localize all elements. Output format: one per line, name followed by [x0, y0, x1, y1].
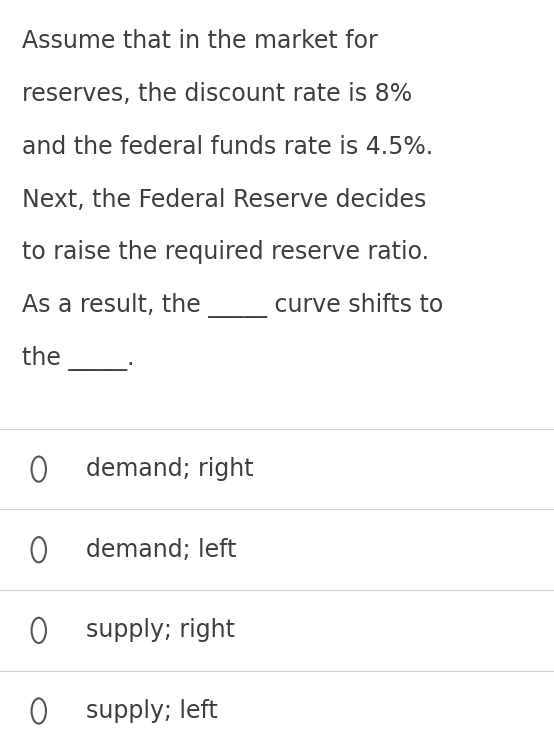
Text: supply; left: supply; left: [86, 699, 218, 723]
Text: reserves, the discount rate is 8%: reserves, the discount rate is 8%: [22, 82, 412, 106]
Text: Assume that in the market for: Assume that in the market for: [22, 29, 378, 54]
Text: demand; right: demand; right: [86, 457, 254, 481]
Text: Next, the Federal Reserve decides: Next, the Federal Reserve decides: [22, 188, 427, 212]
Text: demand; left: demand; left: [86, 538, 237, 561]
Text: As a result, the _____ curve shifts to: As a result, the _____ curve shifts to: [22, 293, 443, 318]
Text: and the federal funds rate is 4.5%.: and the federal funds rate is 4.5%.: [22, 135, 433, 159]
Text: supply; right: supply; right: [86, 619, 235, 642]
Text: to raise the required reserve ratio.: to raise the required reserve ratio.: [22, 240, 429, 265]
Text: the _____.: the _____.: [22, 346, 135, 371]
